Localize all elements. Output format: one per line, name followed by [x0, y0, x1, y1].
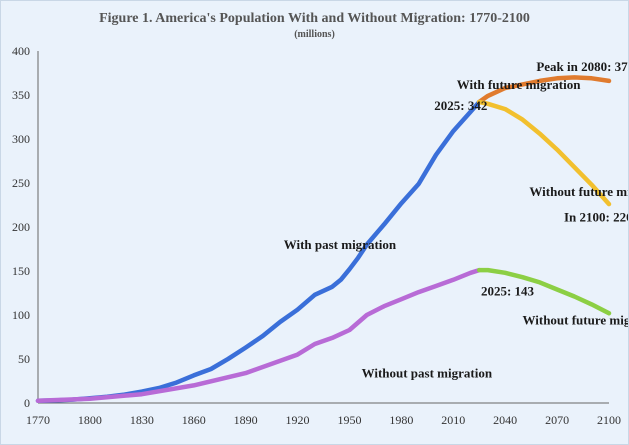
- annotation-label: Peak in 2080: 370: [536, 59, 628, 74]
- y-tick-label: 50: [18, 352, 30, 366]
- y-tick-label: 150: [12, 264, 30, 278]
- x-tick-label: 1890: [234, 413, 258, 427]
- annotation-label: With past migration: [284, 237, 397, 252]
- series-line-2: [476, 99, 612, 207]
- x-tick-label: 1770: [26, 413, 50, 427]
- annotation-label: Without future migration: [522, 313, 628, 328]
- annotation-label: 2025: 143: [481, 284, 535, 299]
- chart-title: Figure 1. America's Population With and …: [99, 11, 530, 26]
- annotation-label: In 2100: 226: [564, 210, 628, 225]
- y-tick-label: 100: [12, 308, 30, 322]
- annotation-label: Without future migration: [529, 184, 628, 199]
- x-tick-label: 2040: [493, 413, 517, 427]
- x-tick-label: 2100: [597, 413, 621, 427]
- series-line-4: [476, 267, 612, 316]
- series-line-1: [476, 75, 612, 105]
- annotation-label: With future migration: [457, 77, 582, 92]
- x-tick-label: 1980: [389, 413, 413, 427]
- x-tick-label: 2070: [545, 413, 569, 427]
- x-tick-label: 1950: [337, 413, 361, 427]
- chart-subtitle: (millions): [294, 29, 335, 40]
- y-tick-label: 400: [12, 44, 30, 58]
- annotation-label: 2025: 342: [434, 98, 487, 113]
- series-line-0: [35, 99, 482, 404]
- y-tick-label: 0: [24, 396, 30, 410]
- x-tick-label: 1860: [182, 413, 206, 427]
- y-tick-label: 200: [12, 220, 30, 234]
- x-tick-label: 1800: [78, 413, 102, 427]
- y-tick-label: 300: [12, 132, 30, 146]
- y-tick-label: 250: [12, 176, 30, 190]
- x-tick-label: 2010: [441, 413, 465, 427]
- series-line-3: [35, 267, 482, 404]
- x-tick-label: 1920: [286, 413, 310, 427]
- annotation-label: Without past migration: [362, 365, 493, 380]
- x-tick-label: 1830: [130, 413, 154, 427]
- y-tick-label: 350: [12, 88, 30, 102]
